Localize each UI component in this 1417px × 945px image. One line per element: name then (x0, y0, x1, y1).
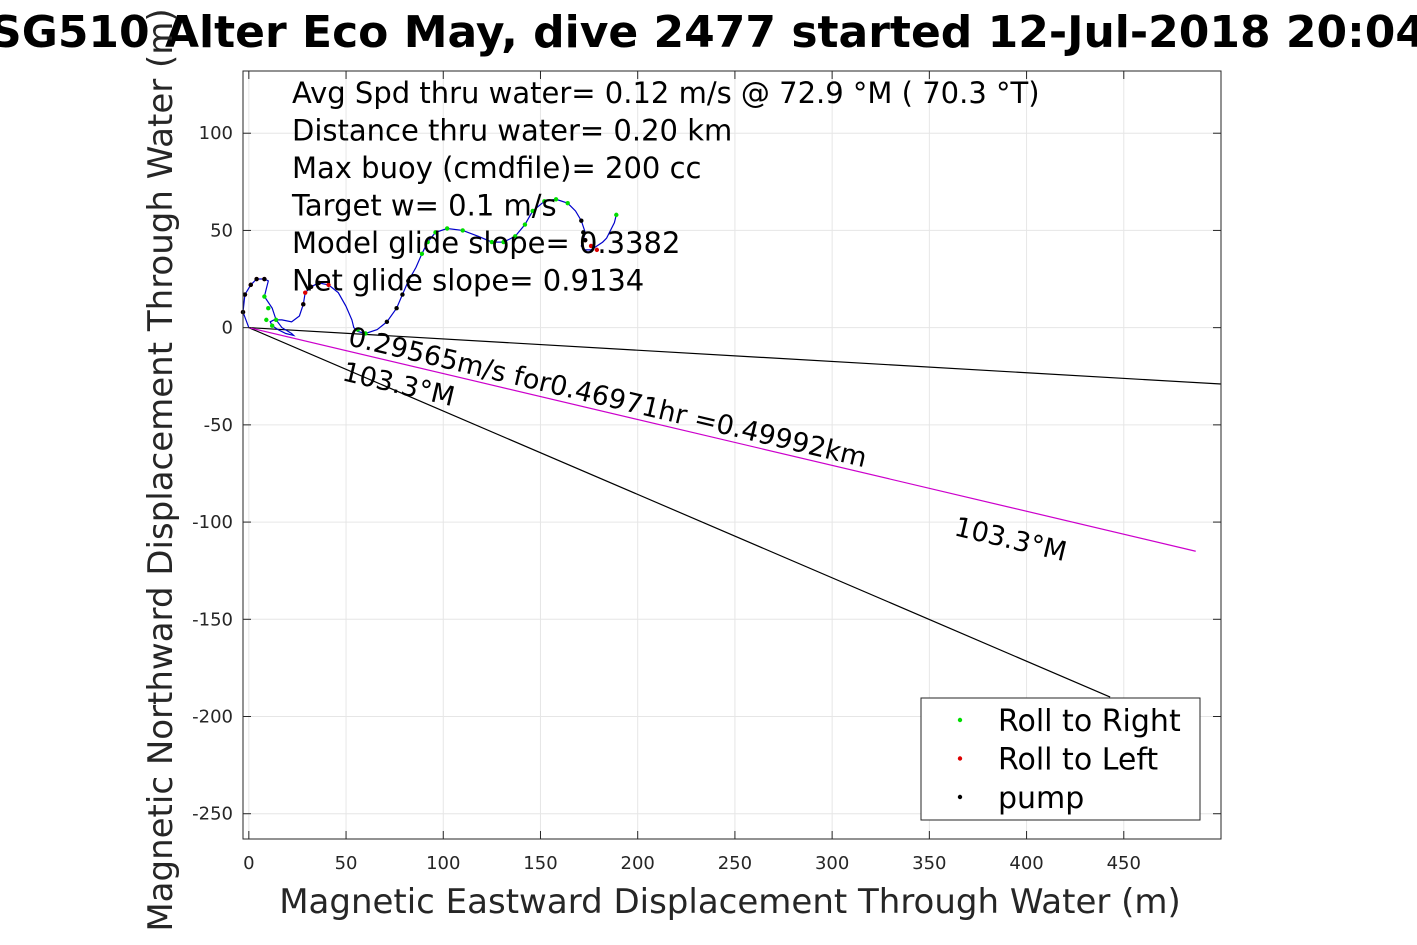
reference-line-2 (248, 327, 1196, 552)
legend-marker (957, 794, 963, 800)
x-tick-label: 50 (335, 853, 358, 874)
x-tick-label: 300 (815, 853, 849, 874)
marker-roll-to-right (513, 234, 518, 239)
y-tick-label: -250 (192, 804, 233, 825)
marker-pump (581, 230, 586, 235)
y-tick-label: 100 (199, 123, 233, 144)
reference-line-1 (248, 327, 1111, 698)
marker-roll-to-right (565, 201, 570, 206)
plot-frame (242, 70, 1222, 840)
marker-roll-to-right (460, 228, 465, 233)
stats-annotation-4: Model glide slope= 0.3382 (292, 226, 680, 260)
x-tick-label: 150 (523, 853, 557, 874)
y-tick-label: -200 (192, 707, 233, 728)
ticks: 0 50 100 150 200 250 300 350 400 450 100 50 0 -50 -100… (192, 71, 1221, 874)
marker-pump (301, 302, 306, 307)
marker-roll-to-right (522, 222, 528, 227)
legend-label: pump (998, 781, 1084, 816)
marker-roll-to-right (363, 331, 368, 336)
marker-roll-to-right (425, 239, 430, 245)
marker-roll-to-right (262, 294, 267, 299)
legend-box (920, 697, 1201, 821)
marker-pump (262, 276, 267, 282)
stats-annotation-5: Net glide slope= 0.9134 (292, 264, 644, 298)
stats-annotations: Avg Spd thru water= 0.12 m/s @ 72.9 °M (… (291, 76, 1040, 298)
y-tick-label: -100 (192, 512, 233, 533)
marker-pump (308, 284, 314, 290)
marker-roll-to-right (419, 251, 425, 256)
x-tick-label: 0 (243, 853, 254, 874)
marker-roll-to-right (266, 306, 271, 311)
marker-roll-to-right (489, 239, 495, 245)
marker-pump (579, 218, 584, 223)
marker-roll-to-right (614, 212, 619, 218)
legend-label: Roll to Right (998, 704, 1181, 739)
marker-roll-to-right (264, 317, 269, 323)
y-tick-label: -150 (192, 609, 233, 630)
marker-pump (400, 292, 405, 297)
chart-title: SG510 Alter Eco May, dive 2477 started 1… (0, 7, 1417, 58)
marker-roll-to-left (303, 290, 308, 295)
marker-roll-to-left (594, 247, 600, 253)
marker-roll-to-left (326, 282, 331, 288)
marker-pump (394, 306, 399, 311)
marker-roll-to-right (444, 226, 450, 231)
x-tick-label: 100 (426, 853, 460, 874)
y-tick-label: -50 (204, 415, 233, 436)
marker-roll-to-right (269, 323, 275, 328)
reference-lines (248, 327, 1222, 698)
reference-line-0 (248, 327, 1222, 385)
y-tick-label: 50 (210, 220, 233, 241)
marker-pump (254, 276, 259, 282)
x-axis-label: Magnetic Eastward Displacement Through W… (279, 882, 1181, 922)
marker-pump (248, 282, 253, 288)
y-axis-label: Magnetic Northward Displacement Through … (141, 8, 181, 931)
legend-label: Roll to Left (998, 743, 1158, 778)
x-tick-label: 400 (1009, 853, 1043, 874)
marker-pump (384, 319, 390, 325)
marker-roll-to-right (553, 197, 559, 202)
marker-pump (242, 292, 248, 297)
marker-roll-to-right (355, 327, 360, 332)
marker-roll-to-right (433, 230, 438, 235)
legend-marker (957, 717, 963, 723)
marker-roll-to-left (588, 243, 594, 249)
legend-marker (957, 756, 963, 761)
marker-roll-to-right (501, 239, 506, 245)
marker-pump (316, 280, 322, 286)
marker-roll-to-right (542, 199, 547, 204)
marker-roll-to-right (530, 208, 535, 214)
stats-annotation-2: Max buoy (cmdfile)= 200 cc (292, 151, 701, 185)
marker-pump (583, 237, 588, 243)
x-tick-label: 450 (1107, 853, 1141, 874)
y-tick-label: 0 (222, 318, 233, 339)
stats-annotation-0: Avg Spd thru water= 0.12 m/s @ 72.9 °M (… (292, 76, 1040, 110)
stats-annotation-3: Target w= 0.1 m/s (291, 189, 557, 223)
marker-roll-to-right (273, 317, 279, 323)
marker-pump (406, 278, 411, 284)
x-tick-label: 200 (621, 853, 655, 874)
x-tick-label: 350 (912, 853, 946, 874)
x-tick-label: 250 (718, 853, 752, 874)
stats-annotation-1: Distance thru water= 0.20 km (292, 114, 732, 148)
